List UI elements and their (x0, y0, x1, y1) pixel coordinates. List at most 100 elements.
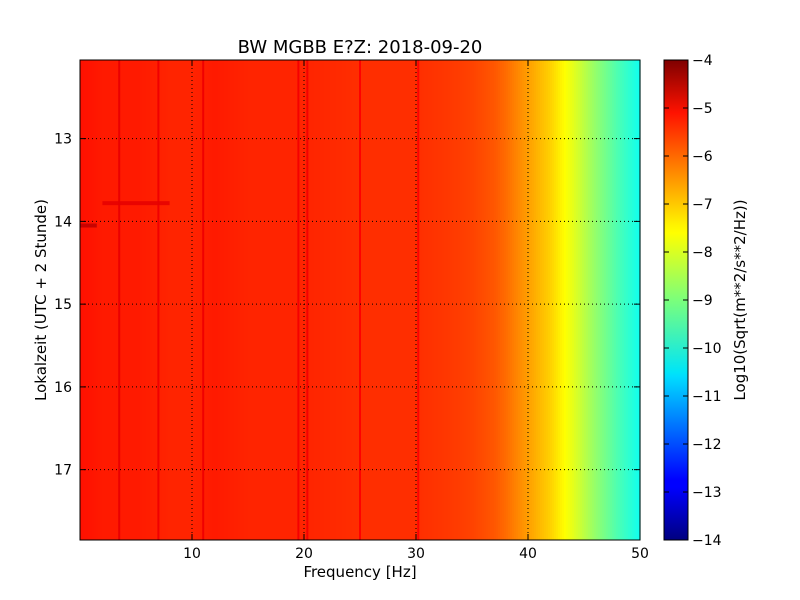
spectrogram-column (352, 60, 355, 540)
spectrogram-column (592, 60, 595, 540)
spectrogram-column (154, 60, 157, 540)
spectrogram-column (566, 60, 569, 540)
spectrogram-column (552, 60, 555, 540)
spectrogram-column (332, 60, 335, 540)
spectrogram-column (152, 60, 155, 540)
chart-title: BW MGBB E?Z: 2018-09-20 (238, 37, 483, 58)
spectrogram-column (356, 60, 359, 540)
colorbar-tick-label: −7 (692, 197, 713, 213)
spectrogram-column (280, 60, 283, 540)
spectrogram-column (620, 60, 623, 540)
spectral-columns (80, 60, 641, 540)
spectrogram-column (396, 60, 399, 540)
spectrogram-column (478, 60, 481, 540)
spectral-lines (118, 60, 420, 540)
spectrogram-column (166, 60, 169, 540)
spectrogram-column (530, 60, 533, 540)
spectrogram-column (482, 60, 485, 540)
spectrogram-column (404, 60, 407, 540)
spectrogram-column (186, 60, 189, 540)
spectrogram-column (448, 60, 451, 540)
spectrogram-column (150, 60, 153, 540)
spectrogram-column (432, 60, 435, 540)
spectrogram-column (622, 60, 625, 540)
colorbar-tick-label: −9 (692, 293, 713, 309)
spectrogram-column (426, 60, 429, 540)
spectrogram-column (204, 60, 207, 540)
spectrogram-column (338, 60, 341, 540)
spectrogram-column (144, 60, 147, 540)
spectrogram-column (316, 60, 319, 540)
spectrogram-column (512, 60, 515, 540)
spectrogram-column (452, 60, 455, 540)
spectrogram-column (310, 60, 313, 540)
spectrogram-column (328, 60, 331, 540)
spectrogram-column (398, 60, 401, 540)
spectrogram-column (376, 60, 379, 540)
spectrogram-column (112, 60, 115, 540)
spectrogram-column (114, 60, 117, 540)
spectrogram-column (494, 60, 497, 540)
spectrogram-column (532, 60, 535, 540)
spectrogram-column (174, 60, 177, 540)
spectrogram-column (464, 60, 467, 540)
spectrogram-column (580, 60, 583, 540)
spectrogram-column (184, 60, 187, 540)
spectrogram-column (472, 60, 475, 540)
spectrogram-column (244, 60, 247, 540)
spectrogram-column (228, 60, 231, 540)
spectrogram-column (336, 60, 339, 540)
spectrogram-column (638, 60, 641, 540)
colorbar-tick-label: −14 (692, 533, 722, 549)
spectrogram-column (106, 60, 109, 540)
x-axis-ticks: 10 20 30 40 50 (183, 60, 649, 562)
spectrogram-column (176, 60, 179, 540)
spectrogram-column (574, 60, 577, 540)
spectrogram-column (136, 60, 139, 540)
spectrogram-column (130, 60, 133, 540)
spectrogram-column (230, 60, 233, 540)
spectrogram-column (548, 60, 551, 540)
spectrogram-column (100, 60, 103, 540)
spectrogram-column (86, 60, 89, 540)
spectrogram-column (354, 60, 357, 540)
spectrogram-column (424, 60, 427, 540)
colorbar: −4 −5 −6 −7 −8 −9 −10 −11 −12 −13 −14 Log10(Sqrt(m… (663, 53, 749, 549)
spectrogram-column (260, 60, 263, 540)
spectrogram-column (312, 60, 315, 540)
colorbar-tick-label: −11 (692, 389, 722, 405)
spectrogram-column (208, 60, 211, 540)
spectrogram-column (560, 60, 563, 540)
spectrogram-column (626, 60, 629, 540)
spectrogram-column (132, 60, 135, 540)
spectrogram-column (304, 60, 307, 540)
spectrogram-column (614, 60, 617, 540)
spectrogram-column (362, 60, 365, 540)
spectrogram-column (274, 60, 277, 540)
spectrogram-column (164, 60, 167, 540)
spectrogram-column (570, 60, 573, 540)
spectrogram-column (454, 60, 457, 540)
spectrogram-column (616, 60, 619, 540)
spectrogram-column (214, 60, 217, 540)
spectrogram-column (254, 60, 257, 540)
spectrogram-column (286, 60, 289, 540)
spectrogram-column (514, 60, 517, 540)
spectrogram-column (474, 60, 477, 540)
spectrogram-column (524, 60, 527, 540)
spectrogram-column (610, 60, 613, 540)
spectrogram-column (318, 60, 321, 540)
spectrogram-column (526, 60, 529, 540)
spectrogram-column (156, 60, 159, 540)
spectrogram-column (578, 60, 581, 540)
spectrogram-column (408, 60, 411, 540)
spectrogram-column (232, 60, 235, 540)
spectrogram-column (104, 60, 107, 540)
spectrogram-column (378, 60, 381, 540)
spectrogram-column (212, 60, 215, 540)
spectrogram-column (240, 60, 243, 540)
spectrogram-column (292, 60, 295, 540)
spectrogram-column (116, 60, 119, 540)
spectrogram-column (236, 60, 239, 540)
spectrogram-column (330, 60, 333, 540)
